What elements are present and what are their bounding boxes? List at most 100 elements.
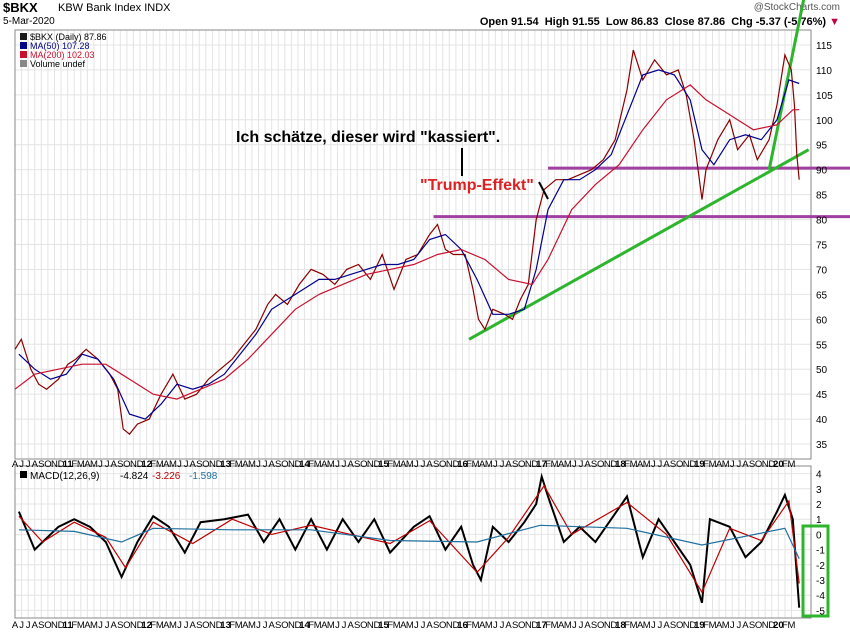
price-x-tick-label: A <box>637 459 644 470</box>
price-x-tick-label: J <box>335 459 340 470</box>
price-x-tick-label: D <box>610 459 617 470</box>
price-x-tick-label: D <box>137 459 144 470</box>
price-x-tick-label: S <box>117 459 123 470</box>
macd-x-tick-label: O <box>518 620 525 631</box>
macd-x-tick-label: D <box>58 620 65 631</box>
price-x-tick-label: S <box>670 459 676 470</box>
price-x-tick-label: D <box>216 459 223 470</box>
macd-x-tick-label: F <box>466 620 472 631</box>
price-x-tick-label: J <box>342 459 347 470</box>
macd-x-tick-label: D <box>137 620 144 631</box>
price-x-tick-label: A <box>716 459 723 470</box>
legend-ma200-swatch <box>20 51 27 58</box>
price-x-tick-label: A <box>505 459 512 470</box>
legend-price-swatch <box>20 33 27 40</box>
price-x-tick-label: N <box>446 459 453 470</box>
macd-panel-frame <box>14 465 812 619</box>
price-x-tick-label: J <box>19 459 24 470</box>
price-x-tick-label: J <box>98 459 103 470</box>
price-x-tick-label: O <box>202 459 209 470</box>
open-value: 91.54 <box>511 16 539 28</box>
price-y-tick-label: 115 <box>816 41 832 52</box>
price-x-tick-label: S <box>196 459 202 470</box>
price-x-tick-label: F <box>545 459 551 470</box>
price-x-tick-label: F <box>703 459 709 470</box>
price-x-tick-label: S <box>275 459 281 470</box>
symbol-title: $BKX <box>3 0 38 15</box>
macd-x-tick-label: M <box>722 620 730 631</box>
macd-x-tick-label: O <box>281 620 288 631</box>
price-x-tick-label: N <box>209 459 216 470</box>
macd-x-tick-label: A <box>400 620 407 631</box>
price-x-tick-label: D <box>531 459 538 470</box>
macd-signal-value: -3.226 <box>152 471 181 482</box>
price-x-tick-label: M <box>564 459 572 470</box>
price-x-tick-label: D <box>295 459 302 470</box>
macd-x-tick-label: A <box>190 620 197 631</box>
macd-x-tick-label: S <box>117 620 123 631</box>
macd-x-tick-label: J <box>414 620 419 631</box>
price-x-tick-label: J <box>263 459 268 470</box>
macd-x-tick-label: 11 <box>63 620 74 631</box>
price-y-tick-label: 55 <box>816 340 828 351</box>
axis-ticks: 3540455055606570758085909510010511011543… <box>12 41 833 631</box>
macd-x-tick-label: A <box>637 620 644 631</box>
price-x-tick-label: A <box>12 459 19 470</box>
macd-x-tick-label: A <box>663 620 670 631</box>
price-x-tick-label: F <box>308 459 314 470</box>
macd-x-tick-label: D <box>689 620 696 631</box>
macd-x-tick-label: S <box>433 620 439 631</box>
macd-x-tick-label: S <box>275 620 281 631</box>
series <box>14 49 801 608</box>
price-x-tick-label: A <box>663 459 670 470</box>
macd-x-tick-label: A <box>426 620 433 631</box>
macd-x-tick-label: O <box>44 620 51 631</box>
macd-x-tick-label: M <box>77 620 85 631</box>
macd-x-tick-label: N <box>209 620 216 631</box>
price-x-tick-label: A <box>558 459 565 470</box>
price-y-tick-label: 70 <box>816 265 828 276</box>
macd-x-tick-label: J <box>335 620 340 631</box>
price-x-tick-label: 12 <box>141 459 152 470</box>
price-x-tick-label: A <box>163 459 170 470</box>
legend-ma200: MA(200) 102.03 <box>30 50 95 60</box>
price-x-tick-label: J <box>177 459 182 470</box>
price-x-tick-label: J <box>737 459 742 470</box>
price-x-tick-label: F <box>624 459 630 470</box>
macd-y-tick-label: -1 <box>816 546 825 557</box>
macd-x-tick-label: J <box>98 620 103 631</box>
macd-x-tick-label: N <box>367 620 374 631</box>
price-x-tick-label: F <box>229 459 235 470</box>
price-x-tick-label: M <box>248 459 256 470</box>
macd-x-tick-label: J <box>26 620 31 631</box>
price-x-tick-label: J <box>500 459 505 470</box>
price-x-tick-label: M <box>406 459 414 470</box>
macd-x-tick-label: D <box>531 620 538 631</box>
macd-x-tick-label: A <box>32 620 39 631</box>
price-x-tick-label: M <box>235 459 243 470</box>
macd-x-tick-label: M <box>156 620 164 631</box>
macd-x-tick-label: A <box>84 620 91 631</box>
macd-x-tick-label: N <box>683 620 690 631</box>
macd-x-tick-label: D <box>768 620 775 631</box>
price-x-tick-label: J <box>414 459 419 470</box>
price-x-tick-label: M <box>722 459 730 470</box>
macd-x-tick-label: 12 <box>141 620 152 631</box>
macd-x-tick-label: O <box>597 620 604 631</box>
macd-x-tick-label: A <box>584 620 591 631</box>
macd-x-tick-label: A <box>111 620 118 631</box>
legend-price: $BKX (Daily) 87.86 <box>30 32 107 42</box>
price-x-tick-label: O <box>123 459 130 470</box>
price-x-tick-label: J <box>256 459 261 470</box>
macd-x-tick-label: D <box>374 620 381 631</box>
macd-legend-label: MACD(12,26,9) <box>30 471 99 482</box>
high-value: 91.55 <box>572 16 600 28</box>
price-x-tick-label: O <box>44 459 51 470</box>
change-value: -5.37 (-5.76%) <box>755 16 827 28</box>
macd-x-tick-label: F <box>229 620 235 631</box>
price-x-tick-label: M <box>327 459 335 470</box>
grid <box>14 30 811 618</box>
price-x-tick-label: M <box>472 459 480 470</box>
close-value: 87.86 <box>697 16 726 28</box>
